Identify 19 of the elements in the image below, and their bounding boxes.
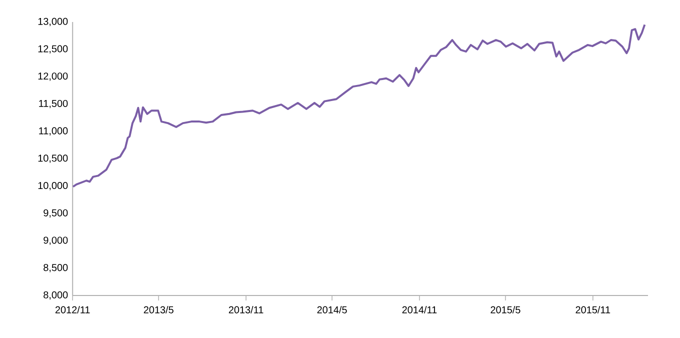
x-tick-label: 2015/11 — [576, 306, 610, 314]
x-tick-label: 2015/5 — [490, 306, 520, 314]
y-tick-label: 13,000 — [38, 18, 68, 26]
y-tick-label: 10,000 — [38, 182, 68, 190]
y-tick-label: 12,000 — [38, 72, 68, 81]
y-tick-label: 9,500 — [44, 209, 68, 218]
y-tick-label: 12,500 — [38, 45, 68, 54]
y-tick-label: 9,000 — [44, 236, 68, 245]
x-tick-label: 2014/11 — [402, 306, 437, 314]
y-tick-label: 11,500 — [39, 100, 68, 108]
y-tick-label: 11,000 — [39, 127, 68, 136]
line-series — [72, 24, 646, 188]
x-tick-label: 2012/11 — [55, 306, 90, 314]
x-tick-label: 2014/5 — [317, 306, 347, 314]
x-tick-label: 2013/11 — [228, 306, 264, 314]
x-tick-label: 2013/5 — [144, 306, 174, 314]
y-tick-label: 10,500 — [38, 154, 68, 163]
y-tick-label: 8,500 — [44, 264, 68, 272]
y-tick-label: 8,000 — [44, 291, 68, 300]
